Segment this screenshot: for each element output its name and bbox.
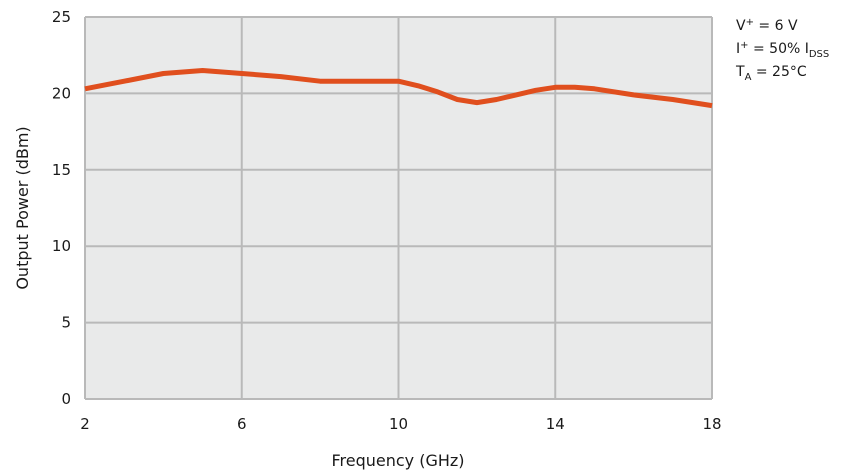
y-tick-label: 25 [52, 8, 71, 26]
output-power-series-line [84, 68, 713, 109]
x-tick-label: 18 [702, 415, 721, 433]
x-tick-label: 2 [80, 415, 90, 433]
condition-current: I+ = 50% IDSS [736, 40, 829, 60]
x-tick-label: 10 [389, 415, 408, 433]
y-tick-label: 15 [52, 161, 71, 179]
y-tick-label: 5 [61, 314, 71, 332]
x-tick-labels: 2 6 10 14 18 [80, 415, 721, 433]
y-axis-label: Output Power (dBm) [13, 126, 32, 289]
y-tick-labels: 0 5 10 15 20 25 [52, 8, 71, 408]
x-tick-label: 6 [237, 415, 247, 433]
condition-temperature: TA = 25°C [735, 64, 807, 83]
y-tick-label: 0 [61, 390, 71, 408]
test-conditions: V+ = 6 V I+ = 50% IDSS TA = 25°C [735, 17, 829, 83]
series-layer [84, 68, 713, 109]
x-axis-label: Frequency (GHz) [331, 451, 464, 470]
condition-voltage: V+ = 6 V [736, 17, 798, 34]
y-tick-label: 10 [52, 237, 71, 255]
x-tick-label: 14 [546, 415, 565, 433]
y-tick-label: 20 [52, 84, 71, 102]
